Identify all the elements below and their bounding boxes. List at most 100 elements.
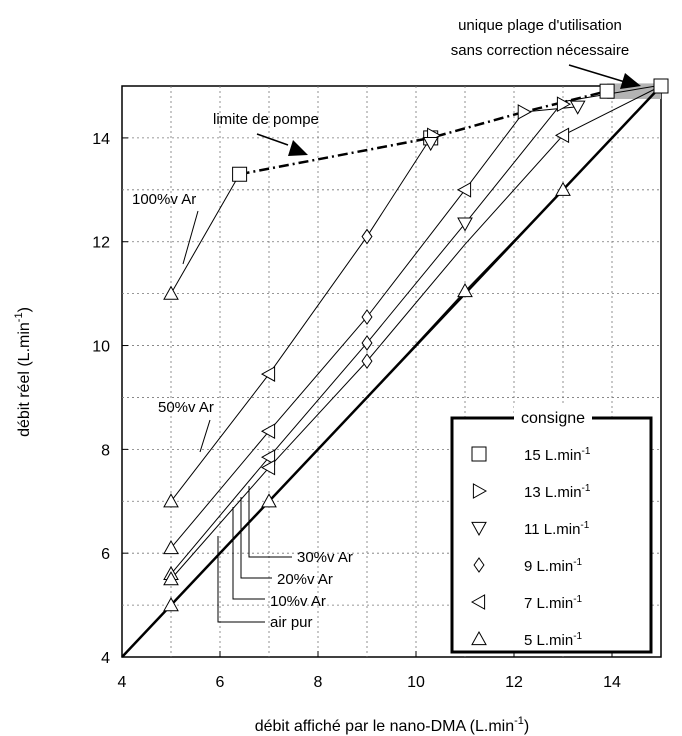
x-axis-label-text: débit affiché par le nano-DMA (L.min (255, 718, 514, 735)
legend-marker-triangle-up (471, 630, 487, 646)
series-lines (170, 85, 662, 606)
marker-triangle-left (554, 127, 570, 144)
series-line-1 (170, 85, 662, 580)
legend-label-text: 9 L.min (524, 558, 573, 575)
legend-label-text: 11 L.min (524, 521, 580, 538)
legend-label-text: 15 L.min (524, 447, 582, 464)
marker-triangle-right (517, 104, 532, 120)
y-tick-label: 8 (101, 442, 110, 459)
marker-square (232, 166, 248, 182)
legend-label-text: 7 L.min (524, 595, 573, 612)
y-axis-label-text: débit réel (L.min (16, 322, 33, 437)
leader-20-ar (240, 497, 272, 579)
marker-square (653, 78, 669, 94)
marker-square (599, 83, 615, 99)
marker-triangle-left (260, 366, 276, 382)
label-20-ar: 20%v Ar (277, 571, 333, 588)
series-line-3 (170, 106, 578, 549)
marker-triangle-left (260, 459, 276, 476)
legend-label: 9 L.min-1 (524, 557, 583, 575)
marker-triangle-up (261, 493, 277, 508)
legend-marker-triangle-right (472, 483, 488, 499)
legend-label: 11 L.min-1 (524, 520, 590, 538)
legend-label-exp: -1 (573, 594, 582, 605)
leader-100-ar (182, 210, 199, 265)
marker-triangle-left (260, 423, 276, 440)
legend-marker-triangle-down (471, 521, 487, 537)
x-tick-label: 6 (216, 674, 225, 691)
x-axis-label-close: ) (524, 718, 529, 735)
label-100-ar: 100%v Ar (132, 191, 196, 208)
y-axis-label: débit réel (L.min-1) (13, 307, 33, 437)
legend-title-bg (514, 406, 592, 428)
y-tick-label: 4 (101, 650, 110, 667)
legend-label-exp: -1 (573, 557, 582, 568)
leader-30-ar (248, 486, 292, 558)
marker-triangle-up (457, 283, 473, 298)
marker-diamond (361, 309, 373, 325)
marker-triangle-up (163, 285, 179, 300)
legend-label-text: 13 L.min (524, 484, 582, 501)
legend-title: consigne (521, 410, 585, 427)
x-tick-label: 4 (118, 674, 127, 691)
x-tick-label: 14 (603, 674, 621, 691)
label-10-ar: 10%v Ar (270, 593, 326, 610)
x-tick-label: 8 (314, 674, 323, 691)
legend-label-text: 5 L.min (524, 632, 573, 649)
legend-label-exp: -1 (573, 631, 582, 642)
legend-label: 5 L.min-1 (524, 631, 583, 649)
legend-label: 7 L.min-1 (524, 594, 583, 612)
leader-50-ar (199, 419, 211, 453)
legend-label-exp: -1 (582, 483, 591, 494)
y-tick-label: 10 (92, 339, 110, 356)
legend-marker-triangle-left (470, 594, 486, 610)
annotation-unique-line2: sans correction nécessaire (451, 42, 629, 59)
marker-triangle-up (555, 181, 571, 196)
label-30-ar: 30%v Ar (297, 549, 353, 566)
marker-triangle-left (456, 181, 472, 198)
leader-air-pur (217, 536, 265, 623)
ticks: 4 6 8 10 12 14 4 6 8 10 12 14 (92, 131, 621, 691)
marker-triangle-down (422, 137, 439, 152)
annotation-pump-arrow-head (288, 140, 308, 156)
marker-triangle-left (260, 449, 276, 465)
marker-triangle-up (163, 597, 179, 612)
marker-diamond (361, 353, 373, 369)
legend-label-exp: -1 (580, 520, 589, 531)
annotation-unique-line1: unique plage d'utilisation (458, 17, 622, 34)
annotations: unique plage d'utilisation sans correcti… (132, 17, 641, 631)
annotation-unique-arrow-line (568, 64, 626, 83)
marker-triangle-up (163, 571, 179, 586)
label-50-ar: 50%v Ar (158, 399, 214, 416)
marker-triangle-up (163, 539, 179, 555)
y-tick-label: 14 (92, 131, 110, 148)
series-line-5 (170, 173, 241, 294)
marker-triangle-right (556, 96, 572, 113)
x-tick-label: 10 (407, 674, 425, 691)
annotation-pump-arrow-line (256, 133, 289, 146)
x-tick-label: 12 (505, 674, 523, 691)
marker-triangle-down (457, 217, 473, 232)
legend: consigne 15 L.min-113 L.min-111 L.min-19… (450, 406, 653, 654)
y-axis-label-exp: -1 (13, 312, 25, 322)
legend-label: 15 L.min-1 (524, 446, 591, 464)
legend-marker-diamond (473, 557, 485, 573)
legend-label: 13 L.min-1 (524, 483, 591, 501)
series-line-0 (170, 85, 662, 606)
series-line-4 (170, 137, 432, 502)
legend-items: 15 L.min-113 L.min-111 L.min-19 L.min-17… (470, 446, 591, 649)
legend-marker-square (471, 446, 487, 462)
y-axis-label-close: ) (16, 307, 33, 312)
x-axis-label-exp: -1 (514, 715, 524, 727)
legend-label-exp: -1 (582, 446, 591, 457)
annotation-limite-de-pompe: limite de pompe (213, 111, 319, 128)
y-tick-label: 6 (101, 546, 110, 563)
annotation-unique-arrow-head (620, 73, 641, 89)
y-tick-label: 12 (92, 235, 110, 252)
leader-10-ar (232, 507, 265, 600)
marker-triangle-down (569, 100, 586, 115)
marker-diamond (361, 228, 373, 245)
marker-triangle-up (163, 493, 179, 508)
markers (163, 78, 669, 612)
